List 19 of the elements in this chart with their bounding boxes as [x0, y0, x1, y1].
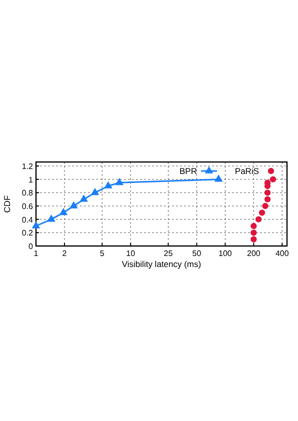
x-tick-label: 200 [247, 249, 261, 258]
y-axis-title: CDF [2, 195, 12, 213]
y-tick-label: 0.2 [22, 228, 34, 238]
x-tick-label: 5 [100, 249, 105, 258]
y-tick-label: 0.8 [22, 188, 34, 198]
y-tick-label: 0 [28, 242, 34, 251]
x-tick-label: 400 [275, 249, 290, 258]
x-tick-label: 2 [62, 249, 68, 258]
x-tick-label: 25 [164, 249, 174, 258]
y-tick-label: 1.2 [22, 162, 34, 171]
x-tick-label: 50 [192, 249, 202, 258]
legend-label: PaRiS [234, 166, 260, 176]
x-tick-label: 100 [218, 249, 232, 258]
legend-label: BPR [180, 166, 197, 176]
x-axis-title: Visibility latency (ms) [122, 259, 202, 269]
y-tick-label: 0.6 [22, 202, 34, 211]
y-tick-label: 0.4 [22, 215, 34, 224]
x-tick-label: 10 [126, 249, 136, 258]
y-tick-label: 1 [28, 175, 34, 184]
